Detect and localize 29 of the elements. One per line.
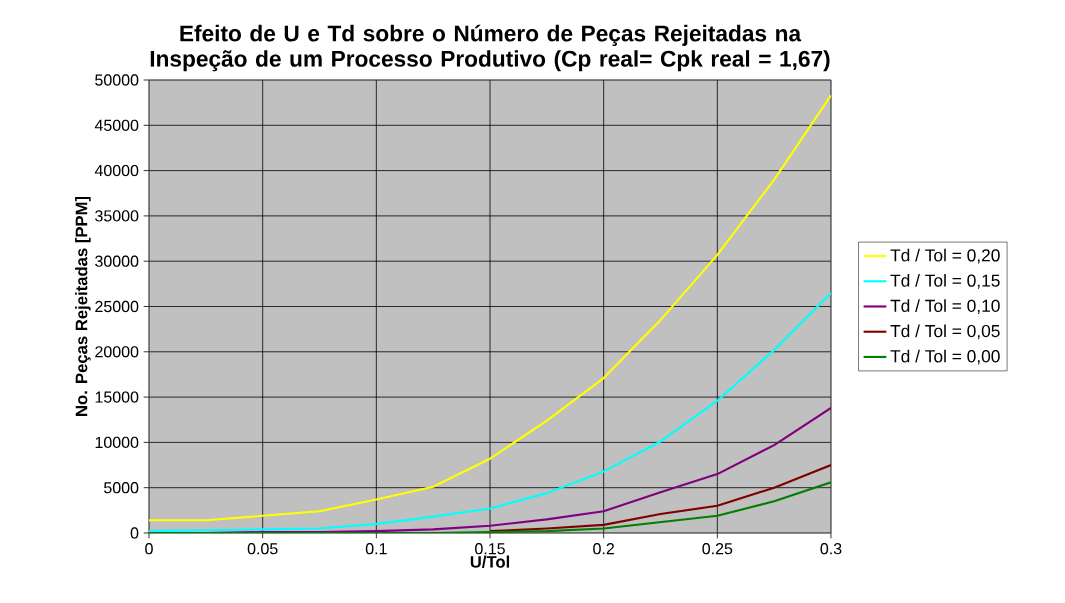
line-series (149, 291, 831, 533)
line-series (149, 94, 831, 522)
x-tick-label: 0.05 (247, 543, 278, 555)
y-tick-label: 5000 (104, 482, 139, 494)
y-tick-label: 35000 (95, 210, 139, 222)
y-tick-label: 40000 (94, 164, 139, 177)
legend-label: Td / Tol = 0,05 (890, 324, 1000, 340)
line-series (488, 463, 831, 533)
x-tick-label: 0.25 (702, 543, 733, 555)
x-tick-label: 0.3 (820, 543, 842, 555)
y-tick-label: 20000 (95, 346, 139, 358)
x-tick-label: 0.1 (365, 543, 387, 555)
y-tick-label: 25000 (95, 300, 139, 313)
y-tick-label: 10000 (95, 436, 139, 449)
x-axis-title: U/Tol (470, 555, 510, 568)
y-tick-label: 15000 (95, 391, 139, 403)
x-tick-label: 0.15 (475, 543, 505, 555)
legend-label: Td / Tol = 0,00 (890, 349, 1000, 365)
y-tick-label: 50000 (95, 74, 139, 86)
legend-label: Td / Tol = 0,20 (890, 248, 1000, 264)
x-tick-label: 0 (145, 543, 153, 555)
y-axis-title: No. Peças Rejeitadas [PPM] (75, 196, 91, 416)
x-tick-label: 0.2 (593, 543, 614, 555)
legend-label: Td / Tol = 0,10 (890, 299, 1000, 314)
y-tick-label: 45000 (94, 119, 139, 131)
y-tick-label: 0 (130, 527, 139, 539)
legend-label: Td / Tol = 0,15 (890, 273, 1000, 289)
y-tick-label: 30000 (95, 255, 139, 267)
chart-title: Efeito de U e Td sobre o Número de Peças Rejeitadas na Inspeção de um Processo Produtivo (Cp real= Cpk real = 1,67) (150, 24, 830, 72)
